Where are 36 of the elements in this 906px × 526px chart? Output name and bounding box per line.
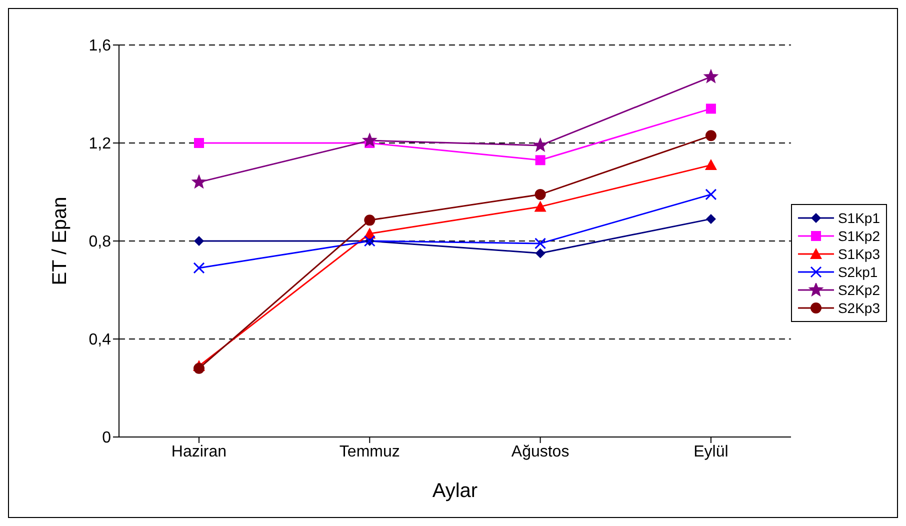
point — [534, 188, 546, 200]
legend-label: S1Kp2 — [838, 227, 880, 245]
point — [534, 200, 546, 212]
y-tick-label: 0,8 — [88, 234, 112, 251]
x-tick-label: Ağustos — [511, 443, 570, 460]
x-tick-label: Eylül — [694, 443, 728, 460]
y-axis-title: ET / Epan — [49, 196, 72, 286]
point — [192, 174, 206, 188]
legend-label: S1Kp3 — [838, 245, 880, 263]
point — [534, 238, 546, 250]
x-tick-label: Temmuz — [339, 443, 400, 460]
point — [704, 159, 717, 170]
point — [535, 155, 546, 166]
x-axis-title: Aylar — [432, 480, 478, 502]
y-tick-label: 1,2 — [88, 136, 112, 153]
point — [535, 248, 546, 258]
point — [706, 104, 716, 114]
point — [194, 362, 204, 374]
point — [193, 262, 205, 274]
legend-label: S2Kp2 — [838, 281, 880, 299]
legend-label: S2kp1 — [838, 263, 878, 281]
y-tick-label: 1,6 — [88, 38, 112, 55]
legend-label: S2Kp3 — [838, 299, 880, 317]
point — [364, 214, 376, 226]
point — [194, 138, 204, 148]
y-tick-label: 0,4 — [88, 332, 112, 349]
x-tick-label: Haziran — [171, 443, 227, 460]
point — [194, 236, 204, 246]
point — [362, 133, 377, 147]
legend-label: S1Kp1 — [838, 209, 880, 227]
point — [533, 138, 548, 152]
y-tick-label: 0 — [102, 430, 112, 447]
point — [704, 69, 718, 83]
point — [705, 130, 716, 142]
point — [706, 214, 716, 224]
point — [705, 188, 717, 200]
